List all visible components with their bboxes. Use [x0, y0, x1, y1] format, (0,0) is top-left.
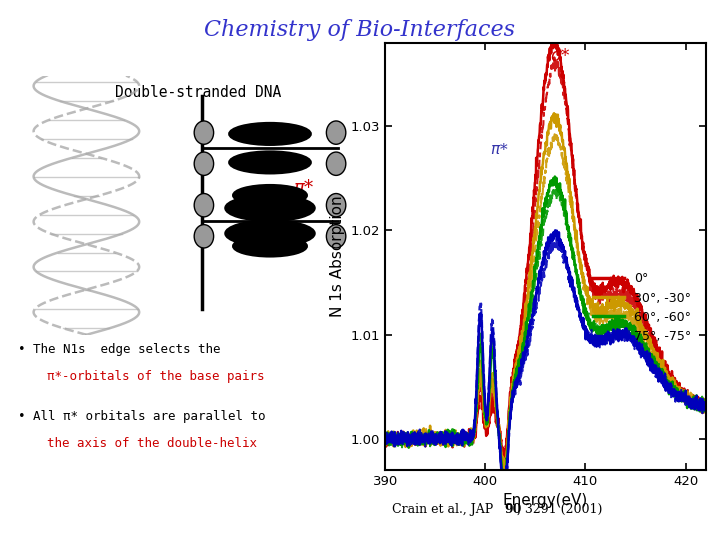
Text: $\sigma$*: $\sigma$*	[550, 49, 571, 65]
Ellipse shape	[233, 236, 307, 256]
Ellipse shape	[229, 123, 311, 145]
Text: $\pi$*: $\pi$*	[490, 142, 509, 157]
Ellipse shape	[326, 152, 346, 176]
Ellipse shape	[326, 121, 346, 144]
Y-axis label: N 1s Absorption: N 1s Absorption	[330, 195, 346, 318]
Ellipse shape	[326, 193, 346, 217]
Text: the axis of the double-helix: the axis of the double-helix	[47, 437, 257, 450]
Ellipse shape	[225, 195, 315, 221]
Ellipse shape	[225, 220, 315, 246]
Text: π*-orbitals of the base pairs: π*-orbitals of the base pairs	[47, 370, 264, 383]
Text: • The N1s  edge selects the: • The N1s edge selects the	[18, 343, 220, 356]
Ellipse shape	[194, 152, 214, 176]
Text: Crain et al., JAP: Crain et al., JAP	[392, 503, 498, 516]
Text: • All π* orbitals are parallel to: • All π* orbitals are parallel to	[18, 410, 266, 423]
Text: Double-stranded DNA: Double-stranded DNA	[115, 85, 282, 100]
Ellipse shape	[194, 193, 214, 217]
Text: , 3291 (2001): , 3291 (2001)	[517, 503, 603, 516]
Ellipse shape	[326, 225, 346, 248]
Ellipse shape	[229, 151, 311, 173]
Text: Chemistry of Bio-Interfaces: Chemistry of Bio-Interfaces	[204, 19, 516, 41]
Ellipse shape	[233, 185, 307, 206]
Ellipse shape	[194, 225, 214, 248]
Ellipse shape	[194, 121, 214, 144]
Text: $\pi$*: $\pi$*	[293, 179, 315, 197]
Text: 90: 90	[504, 503, 521, 516]
Legend: 0°, 30°, -30°, 60°, -60°, 75°, -75°: 0°, 30°, -30°, 60°, -60°, 75°, -75°	[588, 267, 696, 348]
X-axis label: Energy(eV): Energy(eV)	[503, 493, 588, 508]
